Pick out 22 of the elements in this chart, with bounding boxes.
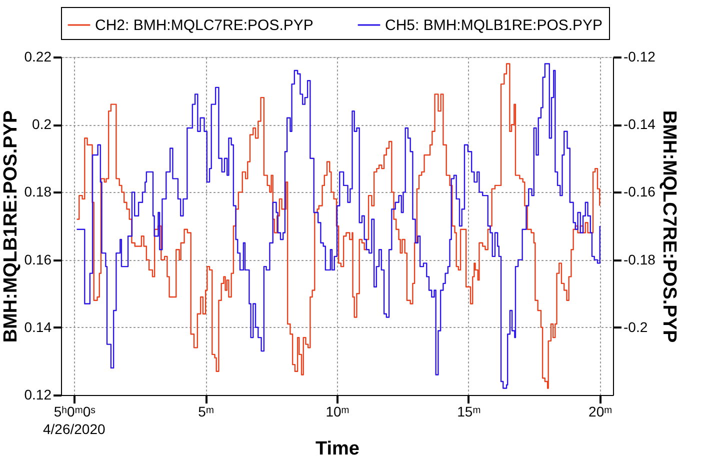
x-tick-label: 15ᵐ [457,404,481,420]
text: 4/26/2020 [42,421,106,437]
y2-tick-label: -0.14 [624,116,656,132]
y-axis-title: BMH:MQLB1RE:POS.PYP [0,110,22,343]
legend-label: CH5: BMH:MQLB1RE:POS.PYP [385,17,603,34]
y2-tick-label: -0.16 [624,184,656,200]
y-tick-label: 0.16 [24,251,52,268]
y-tick-label: 0.18 [24,184,52,200]
x-tick-label: 10ᵐ [326,404,350,420]
x-axis-title: Time [315,438,360,460]
x-tick-label: 20ᵐ [588,404,612,420]
x-tick-label: 5ʰ0ᵐ0ˢ [54,404,96,420]
legend-label: CH2: BMH:MQLC7RE:POS.PYP [95,17,314,34]
y2-tick-label: -0.18 [624,251,656,268]
y-tick-label: 0.12 [24,386,52,402]
y-tick-label: 0.22 [24,48,52,64]
y2-tick-label: -0.12 [624,48,656,64]
x-tick-label: 5ᵐ [198,404,214,420]
y-tick-label: 0.2 [32,116,52,132]
y-tick-label: 0.14 [24,318,52,335]
y2-tick-label: -0.2 [624,318,648,335]
y2-axis-title: BMH:MQLC7RE:POS.PYP [658,110,680,343]
